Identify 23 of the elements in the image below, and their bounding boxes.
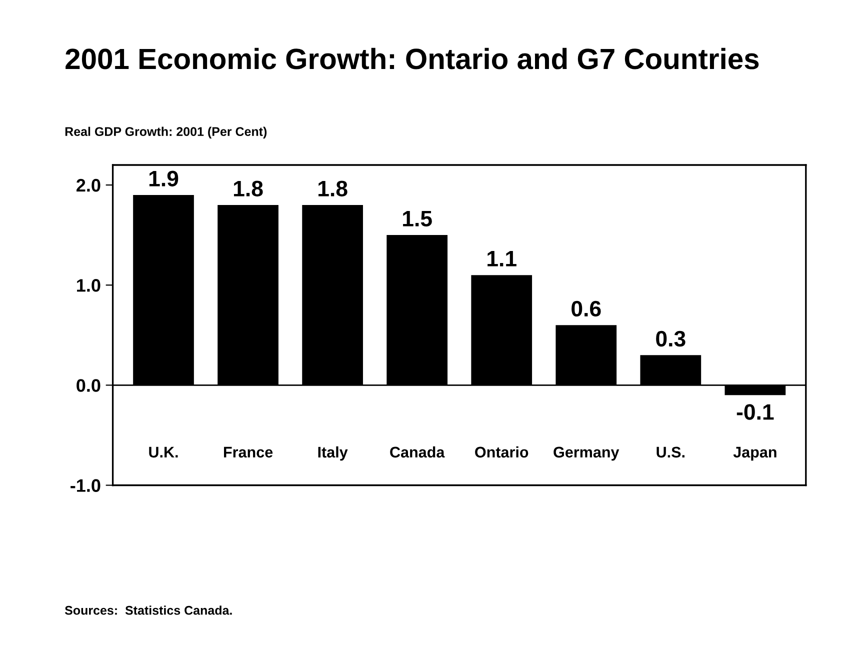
- data-label: 0.3: [656, 330, 686, 347]
- data-label: 1.5: [403, 210, 432, 226]
- x-tick-label: U.S.: [656, 446, 684, 458]
- x-tick-label: Japan: [733, 446, 776, 461]
- x-tick-label: Ontario: [475, 446, 528, 458]
- x-tick-label: U.K.: [149, 446, 178, 458]
- y-tick-label: 0.0: [76, 379, 100, 392]
- data-label: 0.6: [572, 300, 601, 317]
- source-note: Sources: Statistics Canada.: [64, 606, 232, 615]
- y-tick-label: 2.0: [76, 178, 100, 192]
- x-tick-label: France: [224, 446, 273, 458]
- x-tick-label: Italy: [318, 446, 348, 461]
- x-tick-label: Germany: [554, 446, 620, 461]
- data-label: 1.1: [488, 251, 516, 266]
- x-tick-label: Canada: [390, 446, 445, 458]
- y-tick-label: 1.0: [77, 279, 100, 292]
- data-label: 1.8: [318, 180, 348, 196]
- chart-title: 2001 Economic Growth: Ontario and G7 Countries: [66, 48, 759, 70]
- y-tick-label: -1.0: [70, 479, 100, 492]
- data-label: -0.1: [736, 404, 774, 420]
- data-label: 1.9: [149, 170, 178, 186]
- data-label: 1.8: [234, 180, 263, 196]
- y-axis-title: Real GDP Growth: 2001 (Per Cent): [65, 126, 267, 138]
